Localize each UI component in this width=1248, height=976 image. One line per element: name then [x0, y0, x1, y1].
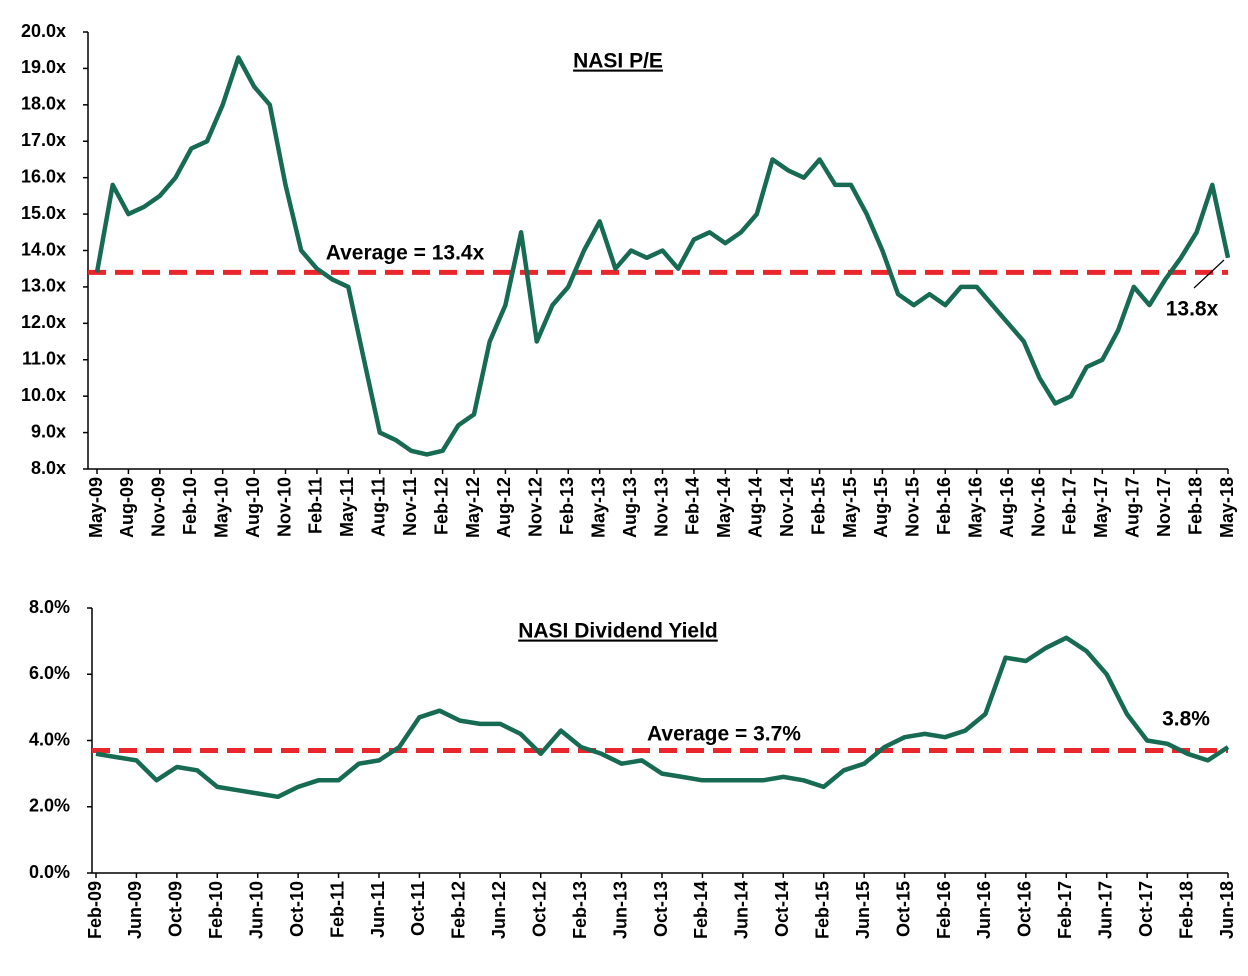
x-tick-label: Aug-15	[871, 477, 891, 538]
x-tick-label: Aug-17	[1123, 477, 1143, 538]
y-tick-label: 17.0x	[21, 130, 66, 150]
x-tick-label: Jun-12	[489, 881, 509, 939]
end-label: 3.8%	[1162, 708, 1210, 731]
x-tick-label: Oct-15	[893, 881, 913, 937]
x-tick-label: May-09	[86, 477, 106, 538]
y-tick-label: 8.0%	[29, 597, 70, 617]
y-tick-label: 20.0x	[21, 21, 66, 41]
x-tick-label: Nov-13	[651, 477, 671, 537]
x-tick-label: Aug-14	[746, 477, 766, 538]
x-tick-label: Jun-11	[368, 881, 388, 938]
x-tick-label: Feb-17	[1060, 477, 1080, 535]
x-tick-label: Feb-12	[431, 477, 451, 535]
x-tick-label: Feb-14	[691, 881, 711, 939]
x-tick-label: Feb-09	[85, 881, 105, 939]
x-tick-label: Oct-13	[651, 881, 671, 937]
x-tick-label: Oct-12	[529, 881, 549, 937]
x-tick-label: Feb-10	[206, 881, 226, 939]
y-tick-label: 2.0%	[29, 796, 70, 816]
x-tick-label: Nov-17	[1154, 477, 1174, 537]
x-tick-label: Nov-10	[274, 477, 294, 537]
x-tick-label: Feb-11	[306, 477, 326, 534]
x-tick-label: Feb-15	[808, 477, 828, 535]
x-tick-label: Feb-16	[934, 881, 954, 939]
x-tick-label: Nov-16	[1028, 477, 1048, 537]
x-tick-label: May-14	[714, 477, 734, 538]
x-tick-label: May-17	[1091, 477, 1111, 538]
y-tick-label: 16.0x	[21, 166, 66, 186]
y-tick-label: 13.0x	[21, 276, 66, 296]
leader-line	[1193, 259, 1225, 289]
x-tick-label: May-11	[337, 477, 357, 537]
x-tick-label: May-10	[211, 477, 231, 538]
x-tick-label: Aug-10	[243, 477, 263, 538]
x-tick-label: Feb-16	[934, 477, 954, 535]
chart-title: NASI Dividend Yield	[518, 620, 718, 643]
x-tick-label: Oct-11	[408, 881, 428, 936]
y-tick-label: 6.0%	[29, 663, 70, 683]
y-tick-label: 0.0%	[29, 862, 70, 882]
x-tick-label: Nov-11	[400, 477, 420, 536]
x-tick-label: Jun-18	[1217, 881, 1237, 939]
average-label: Average = 3.7%	[647, 723, 801, 746]
x-tick-label: Aug-16	[997, 477, 1017, 538]
y-tick-label: 9.0x	[31, 421, 66, 441]
y-tick-label: 18.0x	[21, 94, 66, 114]
x-tick-label: Jun-13	[610, 881, 630, 939]
y-tick-label: 14.0x	[21, 239, 66, 259]
x-tick-label: May-13	[588, 477, 608, 538]
x-tick-label: Feb-11	[327, 881, 347, 938]
x-tick-label: Oct-16	[1015, 881, 1035, 937]
x-tick-label: Feb-18	[1185, 477, 1205, 535]
x-tick-label: Feb-15	[812, 881, 832, 939]
y-tick-label: 4.0%	[29, 729, 70, 749]
x-tick-label: Nov-12	[526, 477, 546, 537]
x-tick-label: Aug-13	[620, 477, 640, 538]
x-tick-label: Feb-14	[683, 477, 703, 535]
x-tick-label: Nov-15	[903, 477, 923, 537]
x-tick-label: Jun-16	[974, 881, 994, 939]
x-tick-label: Jun-14	[732, 881, 752, 939]
y-tick-label: 8.0x	[31, 458, 66, 478]
end-label: 13.8x	[1166, 298, 1219, 321]
x-tick-label: Jun-17	[1095, 881, 1115, 939]
x-tick-label: Oct-14	[772, 881, 792, 937]
x-tick-label: Oct-17	[1136, 881, 1156, 937]
x-tick-label: May-12	[463, 477, 483, 538]
x-tick-label: Feb-17	[1055, 881, 1075, 939]
x-tick-label: May-15	[840, 477, 860, 538]
x-tick-label: Aug-11	[369, 477, 389, 537]
x-tick-label: Feb-18	[1176, 881, 1196, 939]
x-tick-label: May-16	[965, 477, 985, 538]
x-tick-label: Jun-10	[246, 881, 266, 939]
x-tick-label: Jun-15	[853, 881, 873, 939]
x-tick-label: Nov-09	[149, 477, 169, 537]
x-tick-label: Feb-10	[180, 477, 200, 535]
y-tick-label: 10.0x	[21, 385, 66, 405]
data-line	[95, 635, 1230, 800]
x-tick-label: May-18	[1217, 477, 1237, 538]
x-tick-label: Oct-09	[166, 881, 186, 937]
x-tick-label: Oct-10	[287, 881, 307, 937]
average-label: Average = 13.4x	[326, 242, 485, 265]
y-tick-label: 12.0x	[21, 312, 66, 332]
y-tick-label: 19.0x	[21, 57, 66, 77]
x-tick-label: Feb-13	[570, 881, 590, 939]
x-tick-label: Aug-09	[117, 477, 137, 538]
x-tick-label: Aug-12	[494, 477, 514, 538]
x-tick-label: Feb-13	[557, 477, 577, 535]
y-tick-label: 15.0x	[21, 203, 66, 223]
y-tick-label: 11.0x	[22, 349, 66, 369]
chart-title: NASI P/E	[573, 50, 663, 73]
x-tick-label: Feb-12	[449, 881, 469, 939]
x-tick-label: Jun-09	[125, 881, 145, 939]
data-line	[94, 55, 1231, 457]
x-tick-label: Nov-14	[777, 477, 797, 537]
